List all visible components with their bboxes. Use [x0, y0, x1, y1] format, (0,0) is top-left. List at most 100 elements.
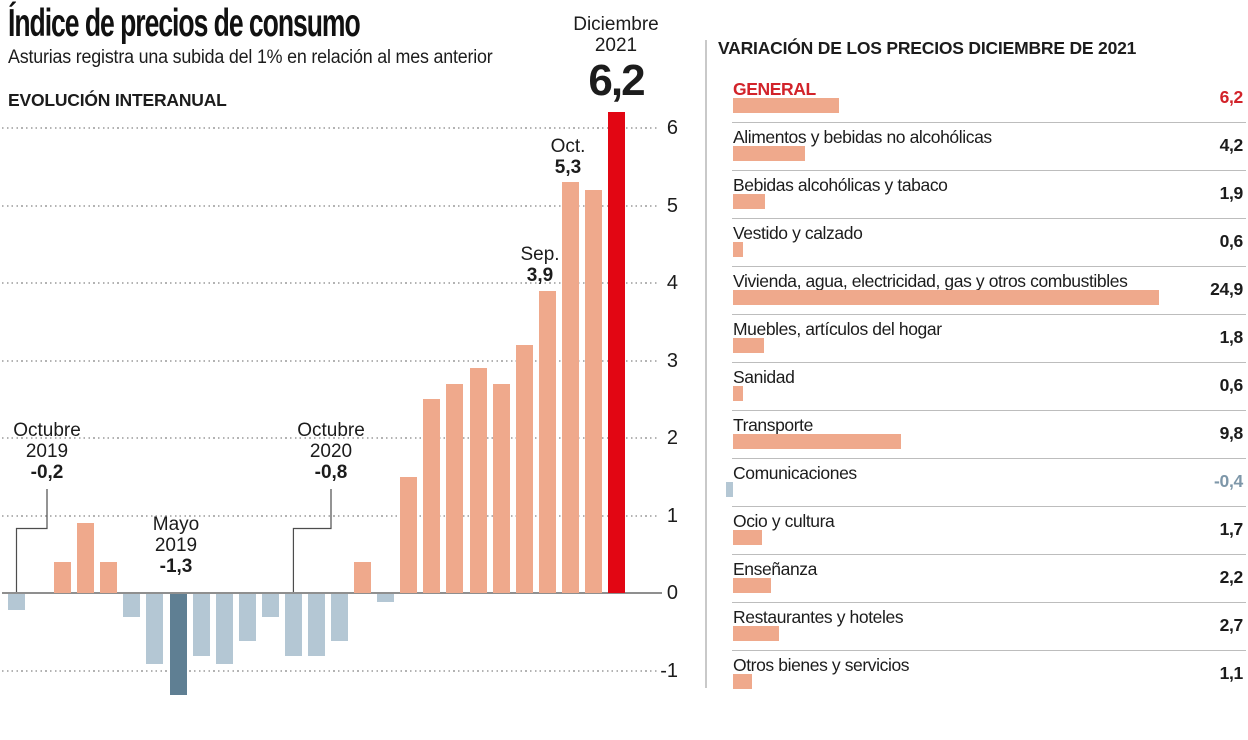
category-value: 1,9: [1219, 183, 1244, 203]
zero-axis-line: [2, 592, 662, 594]
annotation-diciembre-2021: Diciembre 2021 6,2: [551, 14, 681, 104]
page-title: Índice de precios de consumo: [8, 2, 361, 45]
annotation-octubre-2020: Octubre 2020 -0,8: [266, 420, 396, 483]
annotation-value: -0,2: [30, 462, 64, 483]
category-row-transporte: Transporte 9,8: [710, 415, 1248, 463]
category-value: 0,6: [1219, 231, 1244, 251]
evolution-bar: [331, 594, 348, 641]
row-separator: [732, 458, 1246, 459]
panel-left-border: [705, 40, 707, 688]
evolution-bar: [377, 594, 394, 602]
category-bar: [733, 434, 901, 449]
category-label: Vestido y calzado: [733, 223, 863, 243]
evolution-bar: [608, 112, 625, 593]
y-axis-tick-label: 3: [666, 349, 678, 372]
annotation-line: Octubre: [13, 420, 81, 441]
category-row-bebidas-alcoh-licas-y-tabaco: Bebidas alcohólicas y tabaco 1,9: [710, 175, 1248, 223]
y-axis-tick-label: 5: [666, 194, 678, 217]
category-label: Otros bienes y servicios: [733, 655, 910, 675]
gridline: [2, 127, 657, 129]
annotation-value: 3,9: [526, 265, 554, 286]
y-axis-tick-label: 4: [666, 272, 678, 294]
evolution-bar: [77, 523, 94, 593]
gridline: [2, 437, 657, 439]
category-bar: [733, 578, 771, 593]
gridline: [2, 204, 657, 207]
annotation-connector-line: [15, 489, 48, 592]
category-label: Ocio y cultura: [733, 511, 835, 531]
evolution-section-label: EVOLUCIÓN INTERANUAL: [8, 90, 227, 110]
annotation-line: 2019: [154, 535, 198, 556]
annotation-line: Diciembre: [573, 14, 659, 35]
category-row-restaurantes-y-hoteles: Restaurantes y hoteles 2,7: [710, 607, 1248, 655]
annotation-connector-line: [292, 489, 332, 592]
category-row-sanidad: Sanidad 0,6: [710, 367, 1248, 415]
annotation-value: 5,3: [554, 157, 582, 178]
row-separator: [732, 602, 1246, 603]
variation-panel-title: VARIACIÓN DE LOS PRECIOS DICIEMBRE DE 20…: [718, 38, 1137, 58]
annotation-mayo-2019: Mayo 2019 -1,3: [111, 514, 241, 577]
category-bar: [733, 338, 764, 353]
evolution-bar: [423, 399, 440, 593]
y-axis-tick-label: 0: [666, 582, 678, 604]
row-separator: [732, 170, 1246, 171]
evolution-bar: [585, 190, 602, 593]
category-label: Vivienda, agua, electricidad, gas y otro…: [733, 271, 1128, 291]
category-label: Alimentos y bebidas no alcohólicas: [733, 127, 992, 147]
category-row-general: GENERAL 6,2: [710, 79, 1248, 127]
gridline: [2, 669, 657, 672]
y-axis-tick-label: 1: [666, 504, 678, 527]
page-subtitle: Asturias registra una subida del 1% en r…: [8, 47, 493, 68]
category-bar: [733, 98, 839, 113]
category-row-ense-anza: Enseñanza 2,2: [710, 559, 1248, 607]
category-label: Enseñanza: [733, 559, 817, 579]
evolution-bar: [493, 384, 510, 593]
row-separator: [732, 122, 1246, 123]
category-row-comunicaciones: Comunicaciones -0,4: [710, 463, 1248, 511]
category-label: Transporte: [733, 415, 813, 435]
row-separator: [732, 218, 1246, 219]
evolution-bar: [146, 594, 163, 664]
gridline: [2, 282, 657, 284]
category-value: 1,8: [1219, 327, 1244, 347]
category-row-muebles-art-culos-del-hogar: Muebles, artículos del hogar 1,8: [710, 319, 1248, 367]
annotation-value: -1,3: [159, 556, 193, 577]
category-label: Comunicaciones: [733, 463, 857, 483]
category-bar: [733, 626, 779, 641]
annotation-line: Sep.: [520, 244, 560, 265]
annotation-line: Octubre: [297, 420, 365, 441]
category-bar: [733, 386, 743, 401]
category-value: 9,8: [1219, 423, 1244, 443]
annotation-line: 2021: [594, 35, 638, 56]
annotation-line: 2019: [25, 441, 69, 462]
evolution-bar: [400, 477, 417, 593]
evolution-bar: [170, 594, 187, 695]
category-row-vivienda-agua-electricidad-gas-y-otros-combustibles: Vivienda, agua, electricidad, gas y otro…: [710, 271, 1248, 319]
y-axis-tick-label: -1: [660, 659, 678, 682]
evolution-bar: [54, 562, 71, 593]
annotation-octubre-2019: Octubre 2019 -0,2: [0, 420, 112, 483]
category-bar: [733, 146, 805, 161]
evolution-bar: [262, 594, 279, 617]
category-label: GENERAL: [733, 79, 816, 99]
evolution-bar: [562, 182, 579, 593]
category-row-alimentos-y-bebidas-no-alcoh-licas: Alimentos y bebidas no alcohólicas 4,2: [710, 127, 1248, 175]
annotation-value: -0,8: [314, 462, 348, 483]
category-bar: [733, 674, 752, 689]
category-value: 0,6: [1219, 375, 1244, 395]
category-value: -0,4: [1214, 471, 1243, 491]
category-value: 6,2: [1219, 87, 1244, 107]
category-bar: [733, 530, 762, 545]
evolution-bar: [285, 594, 302, 656]
row-separator: [732, 506, 1246, 507]
row-separator: [732, 314, 1246, 315]
category-bar: [733, 242, 743, 257]
evolution-bar: [516, 345, 533, 593]
evolution-bar: [354, 562, 371, 593]
row-separator: [732, 554, 1246, 555]
category-row-ocio-y-cultura: Ocio y cultura 1,7: [710, 511, 1248, 559]
category-bar: [726, 482, 733, 497]
row-separator: [732, 410, 1246, 411]
category-value: 2,7: [1219, 615, 1244, 635]
